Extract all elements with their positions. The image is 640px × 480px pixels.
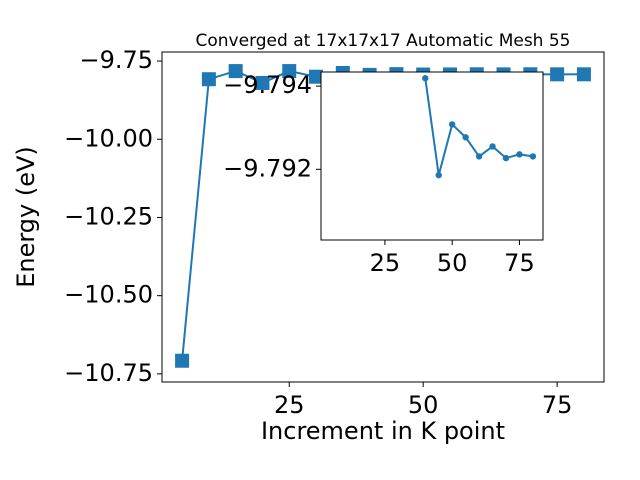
marker: [475, 153, 483, 160]
chart-title: Converged at 17x17x17 Automatic Mesh 55: [196, 31, 571, 51]
marker: [255, 75, 270, 90]
marker: [576, 67, 591, 82]
marker: [550, 67, 565, 82]
y-tick-label: −9.792: [223, 154, 312, 182]
marker: [228, 64, 243, 79]
y-tick-label: −10.00: [64, 124, 153, 152]
x-tick-label: 50: [408, 391, 439, 419]
axes-frame: [320, 71, 544, 241]
y-tick-label: −9.794: [223, 71, 312, 99]
y-tick-label: −9.75: [79, 46, 153, 74]
marker: [201, 72, 216, 87]
x-tick-label: 25: [274, 391, 305, 419]
y-tick-label: −10.25: [64, 202, 153, 230]
marker: [489, 143, 496, 150]
axes-frame: [161, 51, 605, 383]
marker: [529, 153, 537, 160]
x-tick-label: 50: [437, 249, 468, 277]
marker: [516, 151, 523, 158]
y-axis-label: Energy (eV): [12, 146, 40, 288]
marker: [502, 154, 510, 162]
marker: [422, 75, 429, 82]
marker: [448, 121, 456, 128]
plot-area: [321, 72, 543, 240]
marker: [282, 64, 297, 79]
marker: [462, 134, 469, 141]
x-axis-label: Increment in K point: [261, 417, 505, 445]
x-tick-label: 75: [542, 391, 573, 419]
y-tick-label: −10.50: [64, 281, 153, 309]
marker: [309, 69, 324, 84]
x-tick-label: 25: [370, 249, 401, 277]
x-tick-label: 75: [504, 249, 535, 277]
marker: [435, 171, 442, 179]
marker: [175, 353, 190, 368]
y-tick-label: −10.75: [64, 359, 153, 387]
